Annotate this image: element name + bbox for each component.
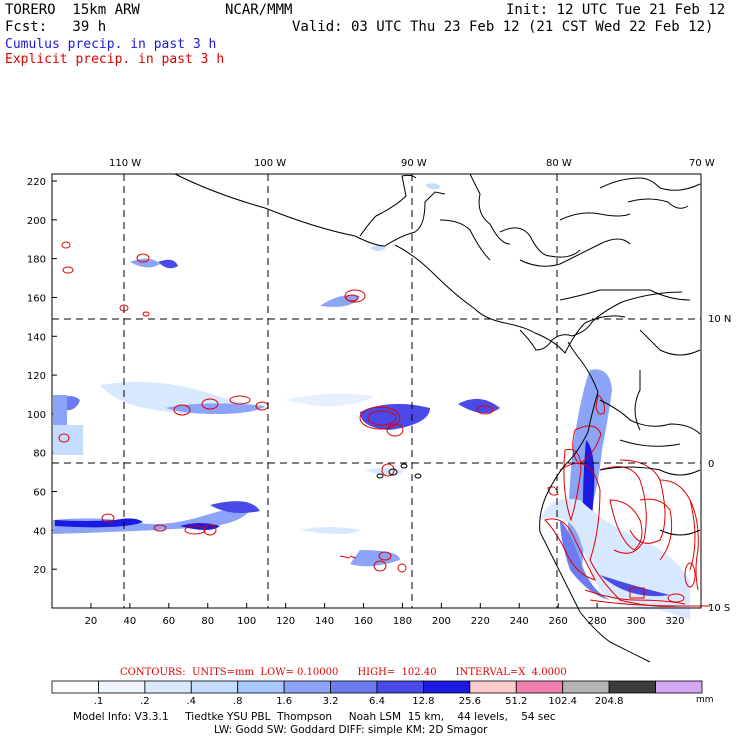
x-tick-label: 220	[471, 616, 490, 627]
x-tick-label: 100	[237, 616, 256, 627]
explicit-precip-label: Explicit precip. in past 3 h	[5, 52, 225, 67]
lon-label: 70 W	[689, 158, 715, 169]
x-tick-label: 80	[201, 616, 214, 627]
y-tick-label: 40	[33, 526, 46, 537]
colorbar-label: 1.6	[276, 696, 292, 707]
colorbar-swatch	[515, 680, 564, 694]
y-tick-label: 100	[27, 410, 46, 421]
colorbar-label: 3.2	[323, 696, 339, 707]
colorbar-label: 204.8	[595, 696, 624, 707]
lon-label: 80 W	[546, 158, 572, 169]
model-title: TORERO 15km ARW	[5, 2, 140, 18]
coastlines	[174, 173, 701, 663]
colorbar-label: .1	[94, 696, 104, 707]
colorbar-units: mm	[696, 695, 714, 705]
lon-label: 90 W	[401, 158, 427, 169]
init-time: Init: 12 UTC Tue 21 Feb 12	[506, 2, 726, 18]
colorbar-swatch	[423, 680, 471, 694]
lat-label: 0	[708, 459, 714, 470]
x-tick-label: 40	[124, 616, 137, 627]
grid-lines	[52, 174, 701, 608]
x-tick-label: 20	[85, 616, 98, 627]
y-tick-label: 80	[33, 449, 46, 460]
colorbar-label: 51.2	[505, 696, 527, 707]
x-tick-label: 140	[315, 616, 334, 627]
model-physics: LW: Godd SW: Goddard DIFF: simple KM: 2D…	[214, 724, 488, 736]
y-tick-label: 20	[33, 565, 46, 576]
colorbar-label: 25.6	[459, 696, 481, 707]
x-tick-label: 200	[432, 616, 451, 627]
valid-time: Valid: 03 UTC Thu 23 Feb 12 (21 CST Wed …	[292, 19, 714, 35]
colorbar-swatch	[562, 680, 610, 694]
x-tick-label: 60	[162, 616, 175, 627]
x-tick-label: 300	[627, 616, 646, 627]
colorbar-swatch	[376, 680, 424, 694]
y-tick-label: 60	[33, 488, 46, 499]
colorbar: .1 .2 .4 .8 1.6 3.2 6.4 12.8 25.6 51.2 102.4 204.8	[51, 680, 703, 707]
lon-label: 100 W	[254, 158, 286, 169]
org-label: NCAR/MMM	[225, 2, 293, 18]
colorbar-swatch	[190, 680, 239, 694]
colorbar-label: 102.4	[548, 696, 577, 707]
y-tick-label: 180	[27, 255, 46, 266]
lat-label: 10 S	[708, 603, 730, 614]
lat-label: 10 N	[708, 314, 731, 325]
y-tick-label: 220	[27, 177, 46, 188]
colorbar-swatch	[283, 680, 331, 694]
x-tick-label: 280	[588, 616, 607, 627]
colorbar-label: 12.8	[412, 696, 434, 707]
cumulus-precip-areas	[53, 183, 690, 620]
colorbar-swatch	[330, 680, 378, 694]
colorbar-swatch	[98, 680, 146, 694]
x-tick-label: 240	[510, 616, 529, 627]
colorbar-swatch	[144, 680, 192, 694]
y-tick-label: 200	[27, 216, 46, 227]
forecast-hour: Fcst: 39 h	[5, 19, 107, 35]
y-tick-label: 140	[27, 332, 46, 343]
x-tick-label: 120	[276, 616, 295, 627]
model-info: Model Info: V3.3.1 Tiedtke YSU PBL Thomp…	[73, 711, 556, 723]
colorbar-label: .8	[233, 696, 243, 707]
contour-info: CONTOURS: UNITS=mm LOW= 0.10000 HIGH= 10…	[120, 667, 567, 678]
x-tick-label: 160	[354, 616, 373, 627]
x-tick-label: 320	[665, 616, 684, 627]
x-tick-label: 260	[549, 616, 568, 627]
colorbar-label: .4	[187, 696, 197, 707]
colorbar-swatch	[51, 680, 99, 694]
colorbar-label: .2	[140, 696, 150, 707]
colorbar-swatch	[655, 680, 703, 694]
y-tick-label: 120	[27, 371, 46, 382]
y-tick-label: 160	[27, 293, 46, 304]
lon-label: 110 W	[109, 158, 141, 169]
cumulus-precip-label: Cumulus precip. in past 3 h	[5, 37, 217, 52]
colorbar-label: 6.4	[369, 696, 385, 707]
explicit-precip-contours	[58, 241, 710, 607]
x-tick-label: 180	[393, 616, 412, 627]
colorbar-swatch	[469, 680, 517, 694]
colorbar-swatch	[237, 680, 285, 694]
colorbar-swatch	[608, 680, 656, 694]
map-frame	[51, 173, 702, 609]
